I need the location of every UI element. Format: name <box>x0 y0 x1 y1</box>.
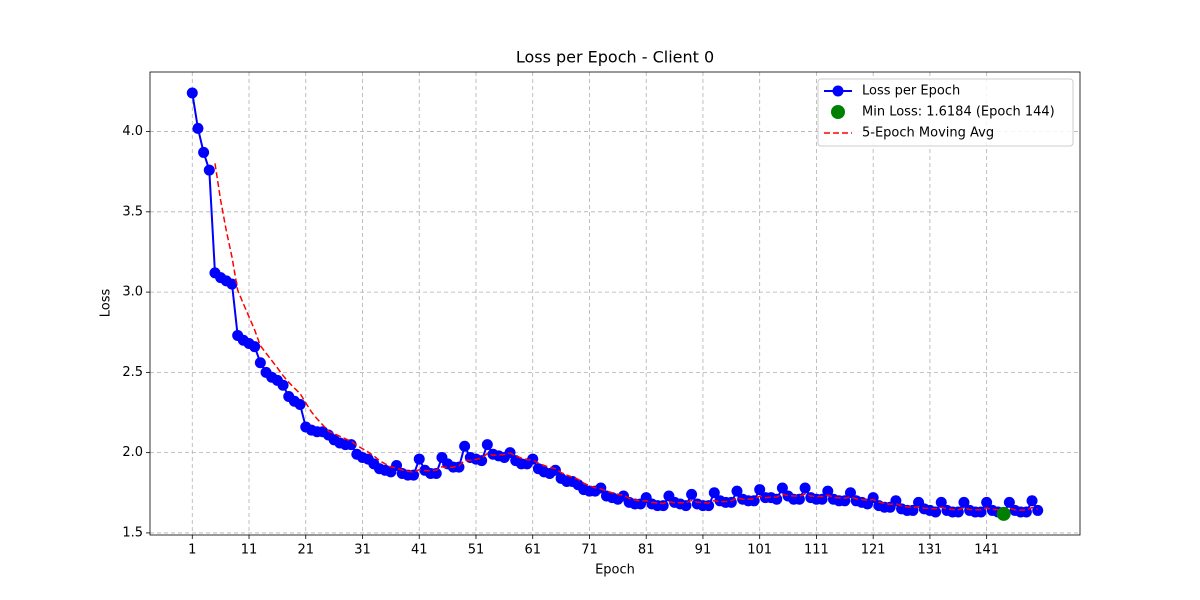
legend-marker <box>831 105 845 119</box>
x-tick-label: 91 <box>695 543 712 558</box>
loss-marker <box>413 453 425 465</box>
loss-marker <box>771 493 783 505</box>
x-tick-label: 21 <box>297 543 314 558</box>
moving-avg-line <box>214 163 1038 511</box>
y-tick-label: 3.5 <box>122 204 143 219</box>
loss-marker <box>459 440 471 452</box>
loss-marker <box>703 500 715 512</box>
chart-title: Loss per Epoch - Client 0 <box>516 48 714 67</box>
loss-marker <box>958 496 970 508</box>
x-tick-label: 81 <box>638 543 655 558</box>
loss-marker <box>1003 496 1015 508</box>
loss-marker <box>345 439 357 451</box>
loss-marker <box>731 485 743 497</box>
x-tick-label: 131 <box>918 543 943 558</box>
min-point <box>996 506 1011 521</box>
y-tick-label: 4.0 <box>122 124 143 139</box>
loss-marker <box>277 379 289 391</box>
y-tick-label: 1.5 <box>122 525 143 540</box>
legend-box <box>817 78 1074 147</box>
loss-marker <box>254 357 266 369</box>
loss-marker <box>203 164 215 176</box>
x-tick-label: 71 <box>581 543 598 558</box>
loss-marker <box>226 278 238 290</box>
loss-marker <box>799 482 811 494</box>
loss-marker <box>935 496 947 508</box>
y-tick-label: 2.5 <box>122 365 143 380</box>
loss-marker <box>776 482 788 494</box>
loss-marker <box>1032 504 1044 516</box>
loss-marker <box>453 461 465 473</box>
legend-marker <box>832 85 844 97</box>
y-tick-label: 2.0 <box>122 445 143 460</box>
legend-label: Loss per Epoch <box>862 84 960 99</box>
x-tick-label: 51 <box>468 543 485 558</box>
x-tick-label: 41 <box>411 543 428 558</box>
loss-marker <box>657 500 669 512</box>
loss-marker <box>822 485 834 497</box>
loss-marker <box>249 341 261 353</box>
x-tick-label: 121 <box>861 543 886 558</box>
loss-marker <box>294 398 306 410</box>
loss-marker <box>981 496 993 508</box>
loss-marker <box>198 146 210 158</box>
loss-marker <box>481 439 493 451</box>
plot-frame <box>149 71 1081 536</box>
x-tick-label: 61 <box>524 543 541 558</box>
legend-label: Min Loss: 1.6184 (Epoch 144) <box>862 105 1055 120</box>
x-tick-label: 141 <box>974 543 999 558</box>
loss-marker <box>686 488 698 500</box>
loss-marker <box>192 122 204 134</box>
loss-marker <box>844 487 856 499</box>
x-tick-label: 11 <box>241 543 258 558</box>
x-tick-label: 101 <box>747 543 772 558</box>
loss-marker <box>1026 495 1038 507</box>
x-axis-label: Epoch <box>595 563 635 578</box>
x-tick-label: 111 <box>804 543 829 558</box>
y-axis-label: Loss <box>99 289 114 318</box>
loss-marker <box>754 484 766 496</box>
loss-marker <box>476 455 488 467</box>
legend-label: 5-Epoch Moving Avg <box>862 126 994 141</box>
loss-marker <box>186 87 198 99</box>
y-tick-label: 3.0 <box>122 285 143 300</box>
loss-marker <box>708 487 720 499</box>
x-tick-label: 31 <box>354 543 371 558</box>
x-tick-label: 1 <box>188 543 196 558</box>
